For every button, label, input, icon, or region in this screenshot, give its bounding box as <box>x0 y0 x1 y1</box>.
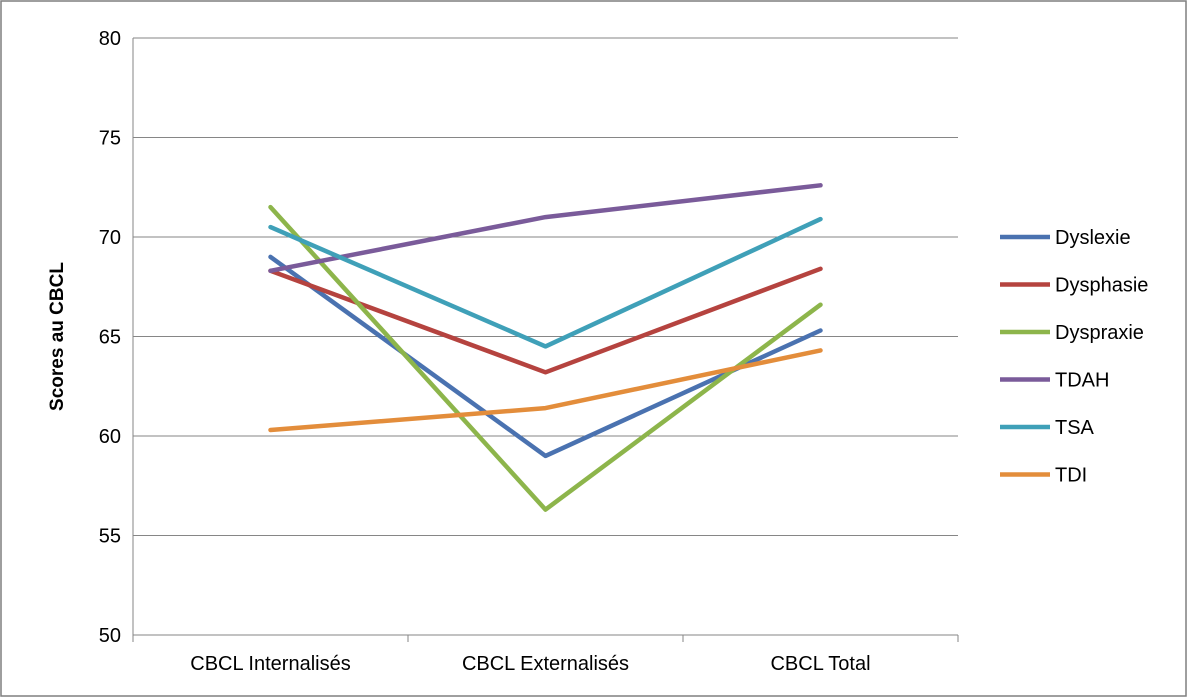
x-tick-label: CBCL Externalisés <box>462 653 629 675</box>
series-line-tsa <box>268 216 823 349</box>
y-tick-label: 80 <box>99 28 121 50</box>
axis-labels: 50 55 60 65 70 75 80 CBCL Internalisés CBCL Exte… <box>47 28 871 675</box>
legend-label: Dyslexie <box>1055 227 1131 249</box>
y-tick-label: 75 <box>99 128 121 150</box>
y-tick-label: 65 <box>99 327 121 349</box>
y-tick-label: 50 <box>99 625 121 647</box>
legend-label: TDI <box>1055 465 1087 487</box>
legend: Dyslexie Dysphasie Dyspraxie TDAH TSA TDI <box>1000 227 1148 487</box>
gridlines <box>133 37 958 636</box>
legend-label: Dyspraxie <box>1055 322 1144 344</box>
series-line-tdah <box>268 183 823 274</box>
x-tick-label: CBCL Internalisés <box>190 653 350 675</box>
legend-label: TDAH <box>1055 370 1109 392</box>
y-tick-label: 55 <box>99 526 121 548</box>
legend-label: Dysphasie <box>1055 275 1148 297</box>
y-tick-label: 70 <box>99 227 121 249</box>
y-tick-label: 60 <box>99 426 121 448</box>
axes <box>132 38 959 642</box>
series-line-tdi <box>268 348 823 433</box>
y-axis-title: Scores au CBCL <box>47 262 68 411</box>
series-lines <box>268 183 823 512</box>
legend-label: TSA <box>1055 417 1095 439</box>
x-tick-label: CBCL Total <box>770 653 870 675</box>
series-line-dyspraxie <box>268 204 823 512</box>
